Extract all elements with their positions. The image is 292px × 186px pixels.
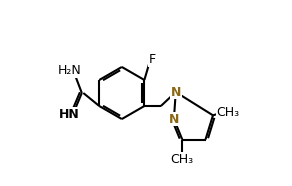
Text: F: F <box>149 53 156 66</box>
Text: CH₃: CH₃ <box>171 153 194 166</box>
Text: H₂N: H₂N <box>58 64 82 77</box>
Text: CH₃: CH₃ <box>216 106 239 119</box>
Text: N: N <box>171 86 181 99</box>
Text: HN: HN <box>59 108 80 121</box>
Text: N: N <box>169 113 179 126</box>
